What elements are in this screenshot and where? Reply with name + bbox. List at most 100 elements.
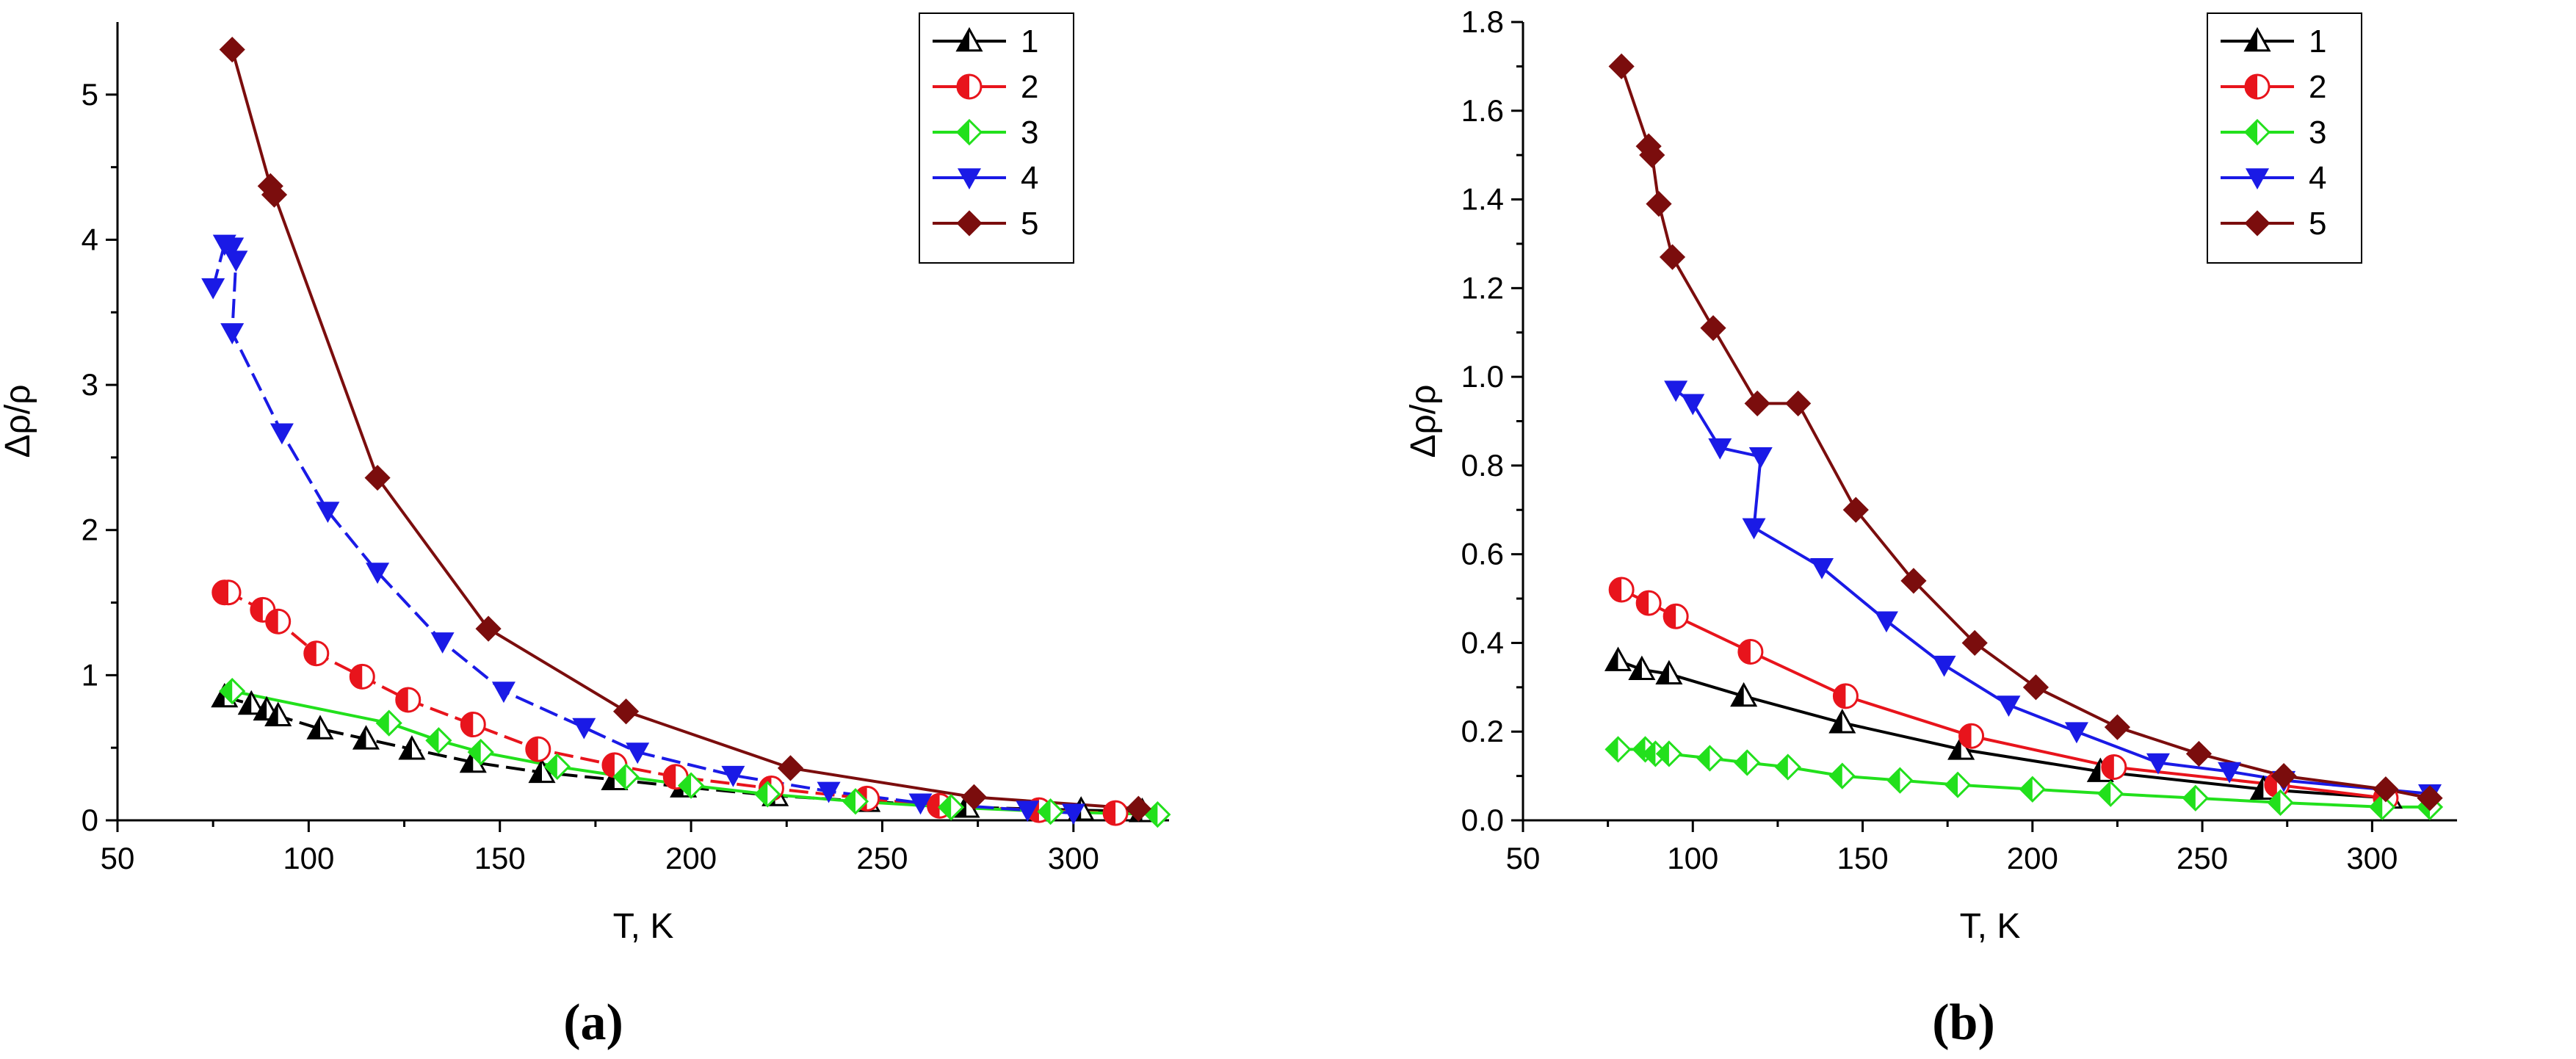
data-point-series-3 [2267,789,2294,816]
y-tick-label: 0.8 [1461,448,1504,482]
chart-panel-b: 50 100 150 200 250 300 0.0 0.2 0.4 0.6 0.8 1.0 1.2 1.… [1404,4,2457,1051]
legend-label-5: 5 [2309,206,2326,242]
x-tick-label: 200 [2007,841,2058,875]
data-point-series-1 [1604,646,1632,671]
data-point-series-3 [2369,793,2396,821]
data-point-series-5 [219,36,245,63]
x-tick-label: 100 [1667,841,1718,875]
data-point-series-3 [754,781,781,808]
data-point-series-3 [1144,800,1171,828]
legend-marker-5 [2244,210,2271,236]
legend-box [2207,12,2362,264]
series-line-4 [211,242,1074,815]
data-point-series-3 [375,709,402,737]
data-point-series-4 [491,682,515,704]
y-axis-label: Δρ/ρ [1404,384,1443,458]
data-point-series-4 [1932,655,1956,677]
data-point-series-5 [1961,629,1988,657]
data-point-series-1 [306,715,334,740]
data-point-series-4 [1810,557,1834,579]
x-tick-label: 300 [2346,841,2398,875]
series-line-4 [1674,388,2431,795]
data-point-series-1 [352,725,380,750]
data-point-series-5 [1785,390,1812,416]
data-point-series-3 [938,794,965,821]
data-point-series-4 [220,237,245,259]
y-tick-label: 0.6 [1461,537,1504,571]
data-point-series-4 [220,323,245,344]
y-tick-label: 1.6 [1461,93,1504,128]
panel-label: (b) [1932,994,1995,1051]
data-point-series-5 [2022,674,2049,701]
data-point-series-4 [1748,447,1773,469]
x-tick-label: 150 [474,841,526,875]
data-point-series-3 [1944,771,1972,798]
data-point-series-2 [1635,590,1662,616]
data-point-series-5 [960,784,988,810]
data-point-series-5 [1125,795,1151,822]
data-point-series-3 [1696,745,1723,772]
legend-label-3: 3 [2309,115,2326,151]
legend-marker-2 [956,73,983,100]
data-point-series-5 [261,181,288,208]
data-point-series-4 [572,718,596,740]
data-point-series-5 [1639,142,1665,168]
data-point-series-5 [1608,53,1635,79]
data-point-series-1 [1628,655,1656,680]
legend-label-5: 5 [1021,206,1038,242]
data-point-series-4 [269,423,294,445]
legend-label-4: 4 [2309,160,2326,196]
y-tick-label: 1.2 [1461,270,1504,305]
y-tick-label: 0 [82,803,98,837]
data-point-series-5 [612,698,640,725]
data-point-series-1 [1730,682,1758,707]
data-point-series-4 [430,632,455,654]
legend-marker-3 [955,118,983,146]
data-point-series-3 [2182,784,2209,812]
data-point-series-4 [1874,611,1898,633]
data-point-series-5 [1842,496,1869,523]
y-tick-label: 0.0 [1461,803,1504,837]
y-axis-label: Δρ/ρ [0,384,37,458]
y-tick-label: 4 [82,222,98,256]
data-point-series-5 [1646,190,1672,217]
data-point-series-1 [528,758,556,784]
data-point-series-5 [2185,740,2213,767]
data-point-series-4 [366,563,390,585]
data-point-series-5 [777,755,804,781]
legend-label-4: 4 [1021,160,1038,196]
data-point-series-4 [908,793,933,815]
data-point-series-3 [1828,762,1856,789]
data-point-series-3 [677,772,705,799]
data-point-series-2 [1737,639,1764,665]
legend-label-3: 3 [1021,115,1038,151]
data-point-series-1 [1828,709,1856,734]
data-point-series-5 [1700,315,1726,341]
y-tick-label: 0.4 [1461,625,1504,659]
data-point-series-3 [1037,798,1064,825]
data-point-series-4 [1997,695,2021,717]
data-point-series-2 [303,640,330,667]
data-point-series-5 [475,615,502,642]
legend-marker-4 [958,168,981,189]
data-point-series-3 [1886,767,1914,794]
legend-label-2: 2 [2309,69,2326,105]
data-point-series-4 [2218,762,2242,784]
data-point-series-3 [1655,740,1683,767]
legend-marker-2 [2244,73,2271,100]
chart-panel-a: 50 100 150 200 250 300 0 1 2 3 4 5 T, K Δρ/ρ 1 2 3 4 5 (a) [0,12,1171,1051]
data-point-series-3 [1734,749,1761,776]
legend-marker-1 [955,26,983,52]
data-point-series-4 [1742,518,1766,540]
data-point-series-3 [425,727,452,754]
y-tick-label: 1.8 [1461,4,1504,39]
y-tick-label: 5 [82,77,98,112]
legend-marker-4 [2246,168,2269,189]
data-point-series-5 [2104,714,2131,740]
legend-marker-5 [956,210,983,236]
legend-box [919,12,1074,264]
x-tick-label: 50 [1506,841,1541,875]
data-point-series-2 [460,712,486,738]
y-tick-label: 0.2 [1461,714,1504,748]
data-point-series-4 [316,502,340,524]
